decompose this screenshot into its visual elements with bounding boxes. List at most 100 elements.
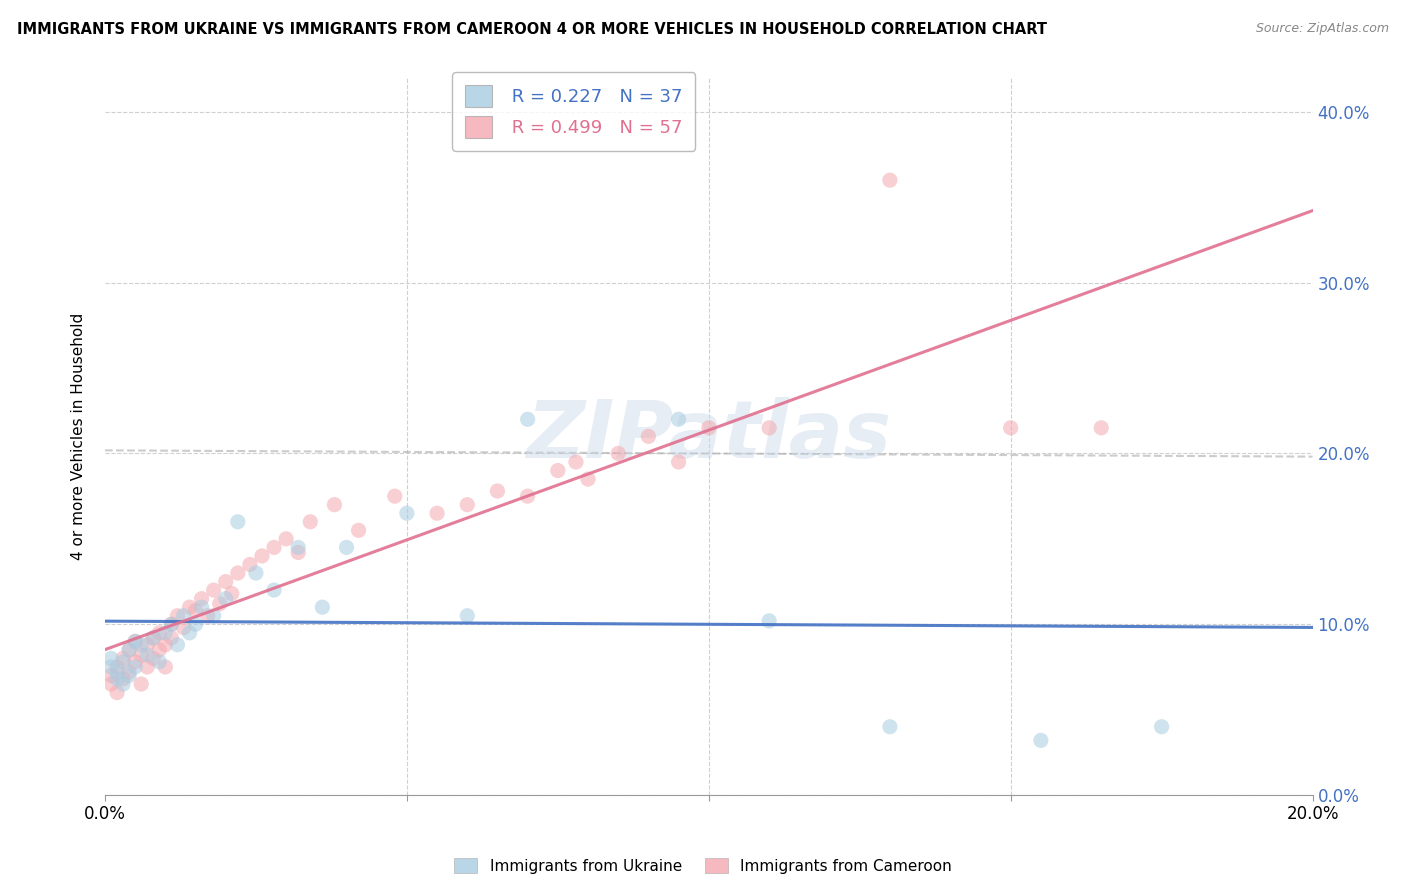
Point <box>112 677 135 691</box>
Point <box>190 591 212 606</box>
Point <box>179 625 201 640</box>
Point <box>202 583 225 598</box>
Point <box>287 541 309 555</box>
Point <box>172 621 194 635</box>
Point <box>263 583 285 598</box>
Point <box>226 515 249 529</box>
Point <box>215 574 238 589</box>
Point <box>124 634 146 648</box>
Text: Source: ZipAtlas.com: Source: ZipAtlas.com <box>1256 22 1389 36</box>
Point <box>215 591 238 606</box>
Point <box>1029 733 1052 747</box>
Point <box>118 668 141 682</box>
Point <box>155 638 177 652</box>
Point <box>879 720 901 734</box>
Point <box>576 472 599 486</box>
Point <box>456 498 478 512</box>
Point <box>516 489 538 503</box>
Point <box>668 412 690 426</box>
Point <box>758 614 780 628</box>
Point <box>100 677 122 691</box>
Point <box>426 506 449 520</box>
Point <box>166 608 188 623</box>
Point <box>184 604 207 618</box>
Legend:  R = 0.227   N = 37,  R = 0.499   N = 57: R = 0.227 N = 37, R = 0.499 N = 57 <box>453 72 696 151</box>
Point <box>136 648 159 662</box>
Point <box>160 617 183 632</box>
Point <box>129 638 152 652</box>
Point <box>276 532 298 546</box>
Point <box>202 608 225 623</box>
Point <box>172 608 194 623</box>
Point <box>208 597 231 611</box>
Point <box>384 489 406 503</box>
Point <box>197 608 219 623</box>
Point <box>148 655 170 669</box>
Point <box>226 566 249 580</box>
Point <box>697 421 720 435</box>
Point <box>486 483 509 498</box>
Point <box>155 660 177 674</box>
Point <box>287 545 309 559</box>
Y-axis label: 4 or more Vehicles in Household: 4 or more Vehicles in Household <box>72 313 86 560</box>
Point <box>118 665 141 679</box>
Point <box>184 617 207 632</box>
Point <box>347 524 370 538</box>
Point <box>565 455 588 469</box>
Point <box>112 672 135 686</box>
Point <box>323 498 346 512</box>
Point <box>148 643 170 657</box>
Point <box>129 648 152 662</box>
Point <box>879 173 901 187</box>
Point <box>456 608 478 623</box>
Point <box>155 625 177 640</box>
Point <box>335 541 357 555</box>
Point <box>142 631 165 645</box>
Point <box>190 600 212 615</box>
Point <box>100 660 122 674</box>
Point <box>299 515 322 529</box>
Point <box>263 541 285 555</box>
Point <box>136 638 159 652</box>
Point <box>118 643 141 657</box>
Point <box>758 421 780 435</box>
Point <box>1150 720 1173 734</box>
Point <box>129 677 152 691</box>
Point <box>1000 421 1022 435</box>
Point <box>166 638 188 652</box>
Point <box>100 668 122 682</box>
Point <box>160 617 183 632</box>
Point <box>516 412 538 426</box>
Point <box>124 655 146 669</box>
Point <box>105 685 128 699</box>
Point <box>124 634 146 648</box>
Point <box>142 631 165 645</box>
Text: IMMIGRANTS FROM UKRAINE VS IMMIGRANTS FROM CAMEROON 4 OR MORE VEHICLES IN HOUSEH: IMMIGRANTS FROM UKRAINE VS IMMIGRANTS FR… <box>17 22 1047 37</box>
Point <box>311 600 333 615</box>
Point <box>245 566 267 580</box>
Point <box>1090 421 1112 435</box>
Point <box>395 506 418 520</box>
Point <box>124 660 146 674</box>
Point <box>112 651 135 665</box>
Point <box>105 672 128 686</box>
Point <box>112 655 135 669</box>
Point <box>668 455 690 469</box>
Point <box>179 600 201 615</box>
Point <box>239 558 262 572</box>
Point <box>637 429 659 443</box>
Point <box>136 660 159 674</box>
Point <box>105 665 128 679</box>
Text: ZIPatlas: ZIPatlas <box>526 397 891 475</box>
Point <box>547 464 569 478</box>
Point <box>148 625 170 640</box>
Point <box>100 651 122 665</box>
Legend: Immigrants from Ukraine, Immigrants from Cameroon: Immigrants from Ukraine, Immigrants from… <box>449 852 957 880</box>
Point <box>250 549 273 563</box>
Point <box>221 586 243 600</box>
Point <box>160 631 183 645</box>
Point <box>142 651 165 665</box>
Point <box>105 660 128 674</box>
Point <box>118 643 141 657</box>
Point <box>607 446 630 460</box>
